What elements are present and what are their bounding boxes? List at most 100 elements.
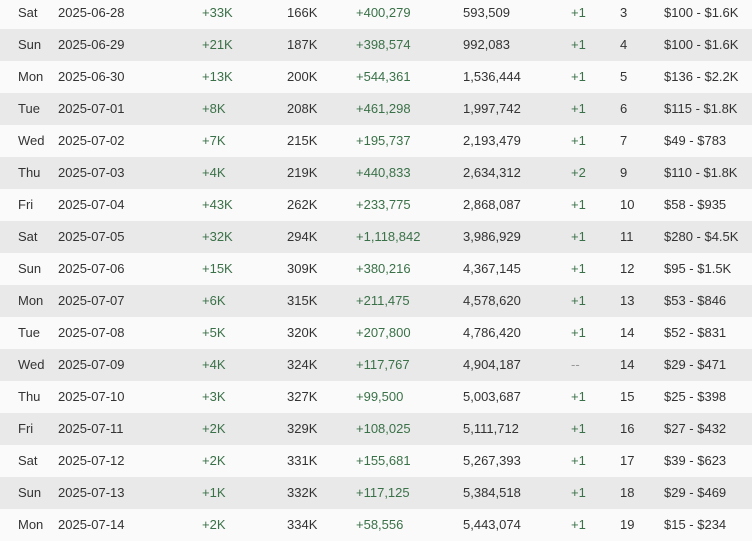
date-cell: 2025-07-03 [58,165,125,180]
day-cell: Fri [18,197,34,212]
subscriber-total-cell: 329K [287,421,318,436]
subscriber-total-cell: 320K [287,325,318,340]
table-row: Sun 2025-07-06 +15K 309K +380,216 4,367,145 +1… [0,253,752,285]
subscriber-total-cell: 332K [287,485,318,500]
subscriber-delta-cell: +4K [202,357,226,372]
views-total-cell: 4,786,420 [463,325,521,340]
views-total-cell: 4,367,145 [463,261,521,276]
date-cell: 2025-07-07 [58,293,125,308]
rank-change-cell: +1 [571,485,586,500]
views-delta-cell: +440,833 [356,165,411,180]
earnings-range-cell: $39 - $623 [664,453,727,468]
views-total-cell: 5,111,712 [463,421,519,436]
rank-cell: 15 [620,389,635,404]
rank-cell: 12 [620,261,635,276]
table-row: Mon 2025-07-14 +2K 334K +58,556 5,443,074 +1 19… [0,509,752,541]
earnings-range-cell: $27 - $432 [664,421,727,436]
earnings-range-cell: $115 - $1.8K [664,101,738,116]
views-delta-cell: +207,800 [356,325,411,340]
date-cell: 2025-06-28 [58,5,125,20]
earnings-range-cell: $58 - $935 [664,197,727,212]
table-row: Tue 2025-07-01 +8K 208K +461,298 1,997,742 +1 6… [0,93,752,125]
day-cell: Sat [18,5,38,20]
rank-cell: 16 [620,421,635,436]
subscriber-total-cell: 219K [287,165,318,180]
table-row: Sat 2025-07-05 +32K 294K +1,118,842 3,986,929… [0,221,752,253]
table-row: Mon 2025-06-30 +13K 200K +544,361 1,536,444 +1… [0,61,752,93]
views-delta-cell: +461,298 [356,101,411,116]
rank-cell: 3 [620,5,628,20]
views-delta-cell: +400,279 [356,5,411,20]
views-delta-cell: +233,775 [356,197,411,212]
views-total-cell: 3,986,929 [463,229,521,244]
subscriber-delta-cell: +13K [202,69,233,84]
rank-change-cell: +1 [571,229,586,244]
subscriber-total-cell: 327K [287,389,318,404]
subscriber-delta-cell: +4K [202,165,226,180]
views-total-cell: 2,868,087 [463,197,521,212]
table-row: Tue 2025-07-08 +5K 320K +207,800 4,786,420 +1 1… [0,317,752,349]
earnings-range-cell: $49 - $783 [664,133,727,148]
rank-cell: 4 [620,37,628,52]
rank-change-cell: +1 [571,421,586,436]
day-cell: Tue [18,325,40,340]
table-row: Thu 2025-07-03 +4K 219K +440,833 2,634,312 +2 9… [0,157,752,189]
earnings-range-cell: $280 - $4.5K [664,229,739,244]
earnings-range-cell: $29 - $469 [664,485,727,500]
day-cell: Mon [18,517,44,532]
rank-cell: 13 [620,293,635,308]
rank-change-cell: -- [571,357,580,372]
earnings-range-cell: $100 - $1.6K [664,5,739,20]
views-total-cell: 2,634,312 [463,165,521,180]
subscriber-total-cell: 166K [287,5,318,20]
rank-change-cell: +1 [571,293,586,308]
rank-change-cell: +1 [571,389,586,404]
subscriber-delta-cell: +8K [202,101,226,116]
subscriber-total-cell: 309K [287,261,318,276]
views-delta-cell: +380,216 [356,261,411,276]
day-cell: Wed [18,357,45,372]
table-row: Fri 2025-07-04 +43K 262K +233,775 2,868,087 +1… [0,189,752,221]
date-cell: 2025-07-06 [58,261,125,276]
subscriber-total-cell: 315K [287,293,318,308]
subscriber-total-cell: 324K [287,357,318,372]
date-cell: 2025-07-05 [58,229,125,244]
date-cell: 2025-07-13 [58,485,125,500]
subscriber-delta-cell: +1K [202,485,226,500]
views-delta-cell: +108,025 [356,421,411,436]
rank-change-cell: +2 [571,165,586,180]
subscriber-delta-cell: +2K [202,517,226,532]
table-row: Sun 2025-07-13 +1K 332K +117,125 5,384,518 +1 1… [0,477,752,509]
subscriber-delta-cell: +15K [202,261,233,276]
subscriber-total-cell: 262K [287,197,318,212]
subscriber-total-cell: 200K [287,69,318,84]
earnings-range-cell: $100 - $1.6K [664,37,739,52]
subscriber-delta-cell: +7K [202,133,226,148]
rank-cell: 14 [620,325,635,340]
subscriber-total-cell: 331K [287,453,318,468]
views-total-cell: 5,384,518 [463,485,521,500]
day-cell: Mon [18,69,44,84]
views-delta-cell: +398,574 [356,37,411,52]
rank-change-cell: +1 [571,69,586,84]
rank-change-cell: +1 [571,197,586,212]
views-total-cell: 1,997,742 [463,101,521,116]
date-cell: 2025-06-29 [58,37,125,52]
subscriber-delta-cell: +5K [202,325,226,340]
views-delta-cell: +211,475 [356,293,410,308]
views-delta-cell: +1,118,842 [356,229,421,244]
table-row: Sat 2025-06-28 +33K 166K +400,279 593,509 +1 3 $… [0,0,752,29]
earnings-range-cell: $53 - $846 [664,293,727,308]
views-total-cell: 5,267,393 [463,453,521,468]
earnings-range-cell: $136 - $2.2K [664,69,739,84]
subscriber-delta-cell: +6K [202,293,226,308]
date-cell: 2025-07-10 [58,389,125,404]
rank-change-cell: +1 [571,517,586,532]
date-cell: 2025-07-11 [58,421,124,436]
rank-cell: 7 [620,133,628,148]
day-cell: Thu [18,389,41,404]
date-cell: 2025-07-08 [58,325,125,340]
views-total-cell: 4,578,620 [463,293,521,308]
subscriber-delta-cell: +32K [202,229,233,244]
